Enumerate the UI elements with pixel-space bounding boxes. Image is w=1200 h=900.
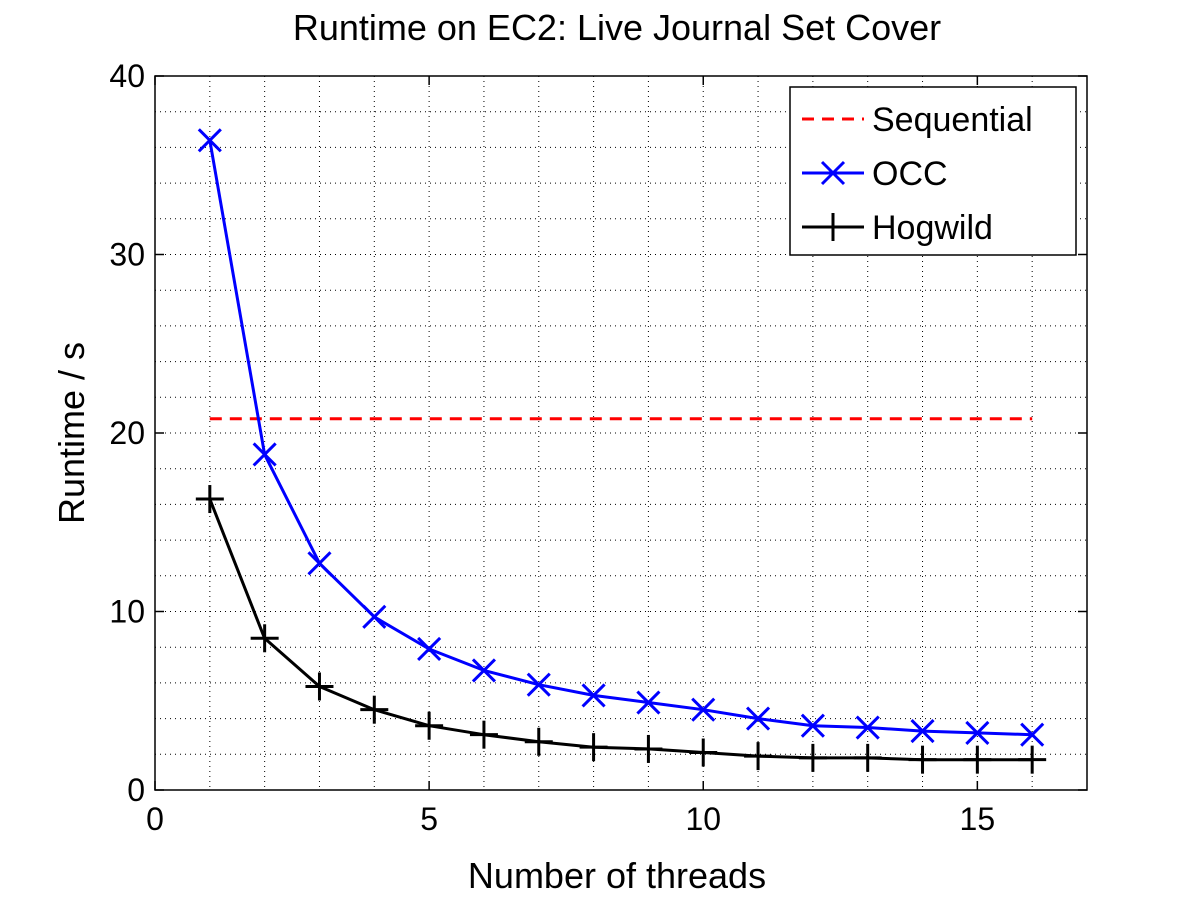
- y-tick-label: 40: [109, 58, 145, 94]
- y-tick-label: 10: [109, 594, 145, 630]
- y-tick-label: 0: [127, 772, 145, 808]
- data-point-occ: [526, 672, 551, 697]
- data-point-hogwild: [634, 734, 663, 763]
- legend-entry-hogwild: Hogwild: [802, 209, 993, 247]
- y-tick-label: 30: [109, 237, 145, 273]
- legend-label-hogwild: Hogwild: [872, 209, 993, 247]
- data-point-hogwild: [360, 695, 389, 724]
- legend-marker-occ: [820, 160, 846, 186]
- data-point-occ: [965, 720, 990, 745]
- series-layer: [195, 128, 1047, 774]
- data-point-hogwild: [744, 742, 773, 771]
- data-point-occ: [197, 128, 222, 153]
- data-point-hogwild: [195, 485, 224, 514]
- series-line-hogwild: [208, 498, 1033, 762]
- x-axis-label: Number of threads: [468, 855, 766, 896]
- data-point-occ: [800, 713, 825, 738]
- data-point-hogwild: [469, 720, 498, 749]
- data-point-hogwild: [798, 743, 827, 772]
- x-tick-label: 15: [960, 801, 996, 837]
- data-point-occ: [581, 683, 606, 708]
- data-point-occ: [362, 604, 387, 629]
- series-occ: [197, 128, 1045, 747]
- series-line-occ: [208, 140, 1033, 737]
- data-point-occ: [855, 715, 880, 740]
- data-point-occ: [252, 442, 277, 467]
- legend-label-sequential: Sequential: [872, 101, 1033, 139]
- data-point-hogwild: [1018, 745, 1047, 774]
- data-point-occ: [1020, 722, 1045, 747]
- legend-marker-hogwild: [819, 213, 847, 241]
- x-tick-label: 0: [146, 801, 164, 837]
- data-point-hogwild: [524, 727, 553, 756]
- grid: [155, 76, 1087, 790]
- legend-label-occ: OCC: [872, 155, 948, 193]
- data-point-occ: [691, 697, 716, 722]
- data-point-occ: [636, 690, 661, 715]
- legend: Sequential OCC Hogwild: [789, 86, 1077, 256]
- data-point-hogwild: [250, 624, 279, 653]
- data-point-hogwild: [908, 745, 937, 774]
- legend-entry-sequential: Sequential: [802, 101, 1033, 139]
- chart-title: Runtime on EC2: Live Journal Set Cover: [293, 7, 941, 48]
- x-tick-label: 10: [685, 801, 721, 837]
- data-point-occ: [307, 551, 332, 576]
- data-point-hogwild: [963, 745, 992, 774]
- data-point-hogwild: [689, 738, 718, 767]
- series-hogwild: [195, 485, 1047, 774]
- data-point-occ: [471, 658, 497, 683]
- data-point-occ: [417, 636, 442, 662]
- data-point-hogwild: [415, 711, 444, 740]
- y-tick-label: 20: [109, 415, 145, 451]
- ticks: 0 5 10 15 0 10 20 30 40: [109, 58, 1087, 837]
- x-tick-label: 5: [420, 801, 438, 837]
- data-point-hogwild: [305, 672, 334, 701]
- y-axis-label: Runtime / s: [51, 342, 92, 524]
- data-point-occ: [910, 719, 935, 744]
- data-point-hogwild: [579, 733, 608, 762]
- data-point-occ: [745, 706, 771, 731]
- data-point-hogwild: [853, 743, 882, 772]
- legend-entry-occ: OCC: [802, 155, 948, 193]
